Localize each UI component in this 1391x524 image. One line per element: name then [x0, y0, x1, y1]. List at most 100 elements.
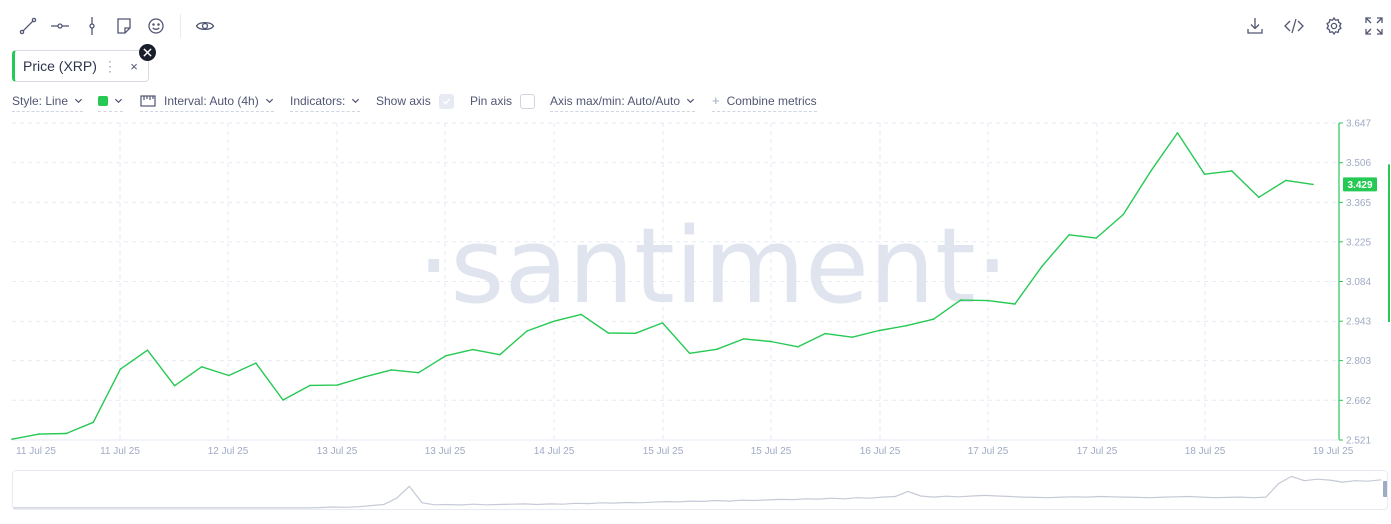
indicators-select-label: Indicators: [290, 93, 346, 108]
note-icon[interactable] [112, 14, 136, 38]
trend-line-icon[interactable] [16, 14, 40, 38]
santiment-watermark: ·santiment· [417, 205, 1009, 327]
navigator-line [13, 475, 1382, 509]
price-point [1230, 170, 1233, 172]
y-tick-label: 2.943 [1346, 317, 1371, 328]
price-point [824, 332, 826, 335]
chevron-down-icon [352, 98, 360, 104]
metric-close-icon[interactable]: × [130, 58, 138, 74]
show-axis-checkbox[interactable] [438, 93, 454, 109]
horizontal-ray-icon[interactable] [48, 14, 72, 38]
y-tick-label: 3.225 [1346, 237, 1371, 248]
interval-select-label: Interval: Auto (4h) [164, 93, 259, 108]
metric-chip-label: Price (XRP) [23, 58, 97, 74]
chart-toolbar [0, 0, 1391, 50]
price-point [1122, 213, 1125, 216]
combine-metrics-label: Combine metrics [726, 93, 817, 108]
price-point [797, 346, 799, 348]
price-chart-svg: ·santiment· 2.521 2.662 2.803 2.943 3.084 3.2… [11, 119, 1390, 457]
indicators-select[interactable]: Indicators: [290, 90, 361, 112]
price-point [878, 329, 881, 332]
price-point [390, 369, 393, 371]
settings-icon[interactable] [1322, 14, 1346, 38]
chevron-down-icon [74, 98, 83, 104]
embed-code-icon[interactable] [1282, 14, 1306, 38]
navigator-handle [1383, 481, 1387, 497]
combine-metrics-button[interactable]: + Combine metrics [712, 90, 817, 112]
price-point [905, 324, 908, 327]
show-axis-label: Show axis [376, 94, 431, 108]
y-tick-label: 2.662 [1346, 396, 1371, 407]
axis-maxmin-label: Axis max/min: Auto/Auto [550, 93, 681, 108]
pin-axis-label: Pin axis [470, 94, 513, 108]
price-point [932, 318, 935, 321]
price-point [173, 384, 176, 387]
price-point [634, 332, 637, 335]
vertical-line-icon[interactable] [80, 14, 104, 38]
price-point [1095, 237, 1097, 239]
metric-options-icon[interactable]: ⋮ [103, 57, 117, 74]
x-tick-label: 15 Jul 25 [643, 446, 684, 457]
price-point [1285, 179, 1287, 182]
price-point [38, 433, 40, 435]
price-point [770, 340, 772, 343]
price-point [526, 330, 528, 332]
price-point [688, 352, 691, 355]
download-icon[interactable] [1243, 14, 1267, 38]
price-point [1041, 265, 1043, 268]
x-tick-label: 18 Jul 25 [1185, 446, 1226, 457]
price-point [309, 384, 311, 387]
price-point [1203, 173, 1206, 176]
x-tick-label: 17 Jul 25 [968, 446, 1009, 457]
chart-navigator[interactable] [12, 470, 1388, 510]
pin-axis-checkbox[interactable] [520, 93, 536, 109]
plus-icon: + [712, 93, 720, 108]
emoji-icon[interactable] [144, 14, 168, 38]
price-point [65, 432, 68, 435]
price-point [661, 322, 664, 324]
price-point [607, 332, 610, 334]
x-tick-label: 13 Jul 25 [317, 446, 358, 457]
price-point [580, 313, 582, 316]
metric-chip-price-xrp[interactable]: Price (XRP) ⋮ × [12, 50, 149, 82]
price-point [444, 355, 447, 357]
price-point [1068, 233, 1070, 236]
fullscreen-icon[interactable] [1362, 14, 1386, 38]
chevron-down-icon [265, 98, 273, 104]
color-select[interactable] [98, 90, 123, 112]
y-tick-label: 2.803 [1346, 356, 1371, 367]
interval-select[interactable]: Interval: Auto (4h) [140, 90, 274, 112]
price-point [986, 299, 989, 302]
check-icon [442, 98, 450, 105]
price-point [743, 338, 745, 340]
y-tick-label: 3.647 [1346, 119, 1371, 130]
current-value-badge [1343, 177, 1377, 192]
show-axis-toggle[interactable]: Show axis [376, 90, 454, 112]
y-tick-label: 2.521 [1346, 436, 1371, 447]
x-tick-label: 14 Jul 25 [534, 446, 575, 457]
price-chart[interactable]: ·santiment· 2.521 2.662 2.803 2.943 3.084 3.2… [0, 116, 1391, 466]
x-tick-label: 16 Jul 25 [860, 446, 901, 457]
pin-axis-toggle[interactable]: Pin axis [470, 90, 536, 112]
price-point [471, 348, 474, 351]
axis-maxmin-select[interactable]: Axis max/min: Auto/Auto [550, 90, 696, 112]
remove-metric-button[interactable] [139, 44, 156, 61]
price-point [363, 376, 366, 378]
price-point [715, 348, 718, 351]
style-select[interactable]: Style: Line [12, 90, 84, 112]
ruler-icon [140, 94, 156, 107]
price-point [851, 336, 854, 339]
price-point [336, 384, 339, 386]
x-tick-label: 17 Jul 25 [1077, 446, 1118, 457]
x-tick-label: 13 Jul 25 [425, 446, 466, 457]
price-point [146, 349, 149, 351]
price-point [499, 353, 501, 356]
navigator-svg [13, 475, 1387, 509]
eye-icon[interactable] [193, 14, 217, 38]
chevron-down-icon [686, 98, 695, 104]
price-point [282, 399, 284, 401]
y-tick-label: 3.365 [1346, 198, 1371, 209]
price-point [1312, 183, 1314, 186]
price-point [200, 366, 203, 368]
line-color-swatch [98, 95, 108, 106]
